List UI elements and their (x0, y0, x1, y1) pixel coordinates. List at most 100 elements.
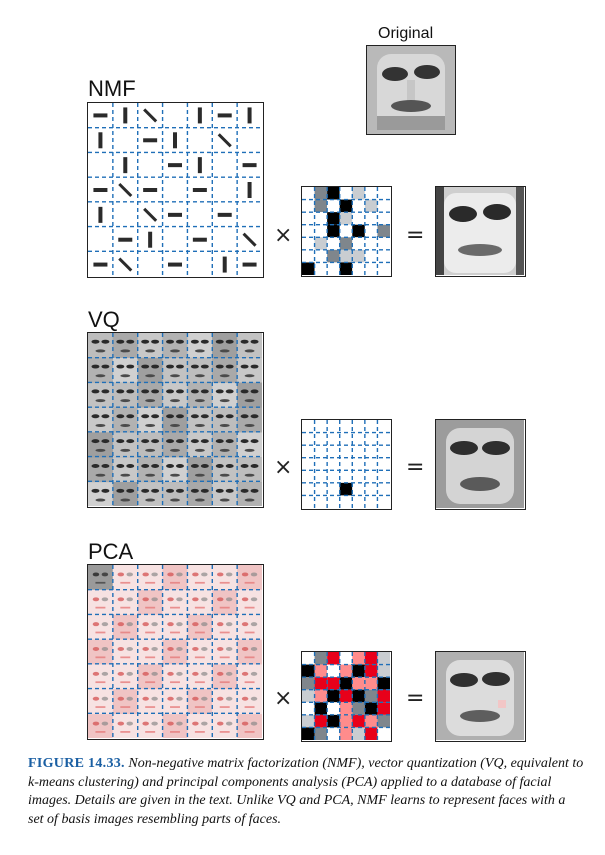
times-operator: × (274, 223, 293, 248)
times-operator: × (274, 686, 293, 711)
basis-eigenface-image (162, 664, 188, 690)
basis-image-part (118, 237, 133, 242)
encoding-cell (302, 224, 315, 238)
encoding-cell (339, 249, 353, 263)
encoding-cell (352, 199, 365, 213)
basis-eigenface-image (212, 589, 238, 615)
basis-face-image (162, 357, 188, 383)
encoding-cell (364, 727, 378, 740)
encoding-cell (352, 237, 365, 250)
basis-eigenface-image (112, 714, 138, 738)
basis-image-part (217, 212, 232, 217)
nmf-encoding-matrix (301, 186, 392, 277)
encoding-cell (364, 420, 378, 433)
encoding-cell (377, 495, 390, 508)
encoding-cell (364, 470, 378, 483)
encoding-cell (352, 432, 365, 446)
encoding-cell (377, 224, 390, 238)
encoding-cell (364, 187, 378, 200)
encoding-cell (327, 470, 340, 483)
basis-eigenface-image (187, 714, 213, 738)
pca-encoding-matrix (301, 651, 392, 742)
encoding-cell (339, 652, 353, 665)
encoding-cell (302, 249, 315, 263)
basis-image-part (168, 163, 182, 168)
encoding-cell (302, 212, 315, 225)
encoding-cell (364, 237, 378, 250)
encoding-cell (302, 457, 315, 471)
basis-eigenface-image (112, 565, 138, 590)
basis-face-image (137, 457, 163, 483)
encoding-cell (364, 199, 378, 213)
encoding-cell (364, 224, 378, 238)
encoding-cell (314, 432, 328, 446)
basis-eigenface-image (137, 565, 163, 590)
encoding-cell (302, 677, 315, 690)
encoding-cell (339, 445, 353, 458)
encoding-cell (302, 470, 315, 483)
basis-eigenface-image (212, 614, 238, 640)
encoding-cell (314, 652, 328, 665)
basis-face-image (187, 333, 213, 358)
basis-face-image (237, 482, 262, 506)
basis-image-part (93, 188, 108, 192)
basis-eigenface-image (187, 565, 213, 590)
encoding-cell (302, 262, 315, 275)
encoding-cell (314, 420, 328, 433)
basis-image-part (192, 237, 207, 242)
basis-eigenface-image (88, 714, 113, 738)
encoding-cell (364, 445, 378, 458)
encoding-cell (352, 249, 365, 263)
basis-eigenface-image (187, 614, 213, 640)
basis-face-image (237, 457, 262, 483)
encoding-cell (377, 420, 390, 433)
encoding-cell (339, 432, 353, 446)
basis-face-image (112, 333, 138, 358)
basis-eigenface-image (162, 714, 188, 738)
basis-eigenface-image (212, 639, 238, 665)
encoding-cell (339, 664, 353, 678)
basis-eigenface-image (237, 689, 262, 715)
encoding-cell (314, 457, 328, 471)
encoding-cell (302, 727, 315, 740)
basis-eigenface-image (237, 664, 262, 690)
encoding-cell (327, 199, 340, 213)
encoding-cell (339, 457, 353, 471)
basis-image-part (143, 188, 158, 192)
encoding-cell (302, 652, 315, 665)
equals-operator: = (406, 223, 425, 248)
encoding-cell (302, 199, 315, 213)
basis-image-part (93, 262, 108, 267)
basis-eigenface-image (88, 565, 113, 590)
encoding-cell (302, 237, 315, 250)
basis-eigenface-image (212, 714, 238, 738)
encoding-cell (327, 187, 340, 200)
encoding-cell (327, 224, 340, 238)
basis-face-image (137, 382, 163, 408)
basis-eigenface-image (187, 639, 213, 665)
basis-image-part (242, 232, 257, 247)
encoding-cell (327, 420, 340, 433)
basis-image-part (98, 132, 103, 149)
encoding-cell (314, 689, 328, 703)
encoding-cell (314, 470, 328, 483)
encoding-cell (352, 262, 365, 275)
pca-reconstruction-image (435, 651, 526, 742)
encoding-cell (364, 689, 378, 703)
encoding-cell (327, 664, 340, 678)
basis-eigenface-image (88, 589, 113, 615)
encoding-cell (352, 420, 365, 433)
encoding-cell (302, 420, 315, 433)
encoding-cell (327, 249, 340, 263)
basis-face-image (112, 357, 138, 383)
equals-operator: = (406, 455, 425, 480)
basis-face-image (88, 407, 113, 433)
encoding-cell (327, 689, 340, 703)
basis-face-image (112, 482, 138, 506)
basis-face-image (212, 457, 238, 483)
encoding-cell (377, 432, 390, 446)
encoding-cell (339, 470, 353, 483)
basis-face-image (162, 407, 188, 433)
basis-face-image (187, 482, 213, 506)
original-label: Original (378, 25, 434, 42)
